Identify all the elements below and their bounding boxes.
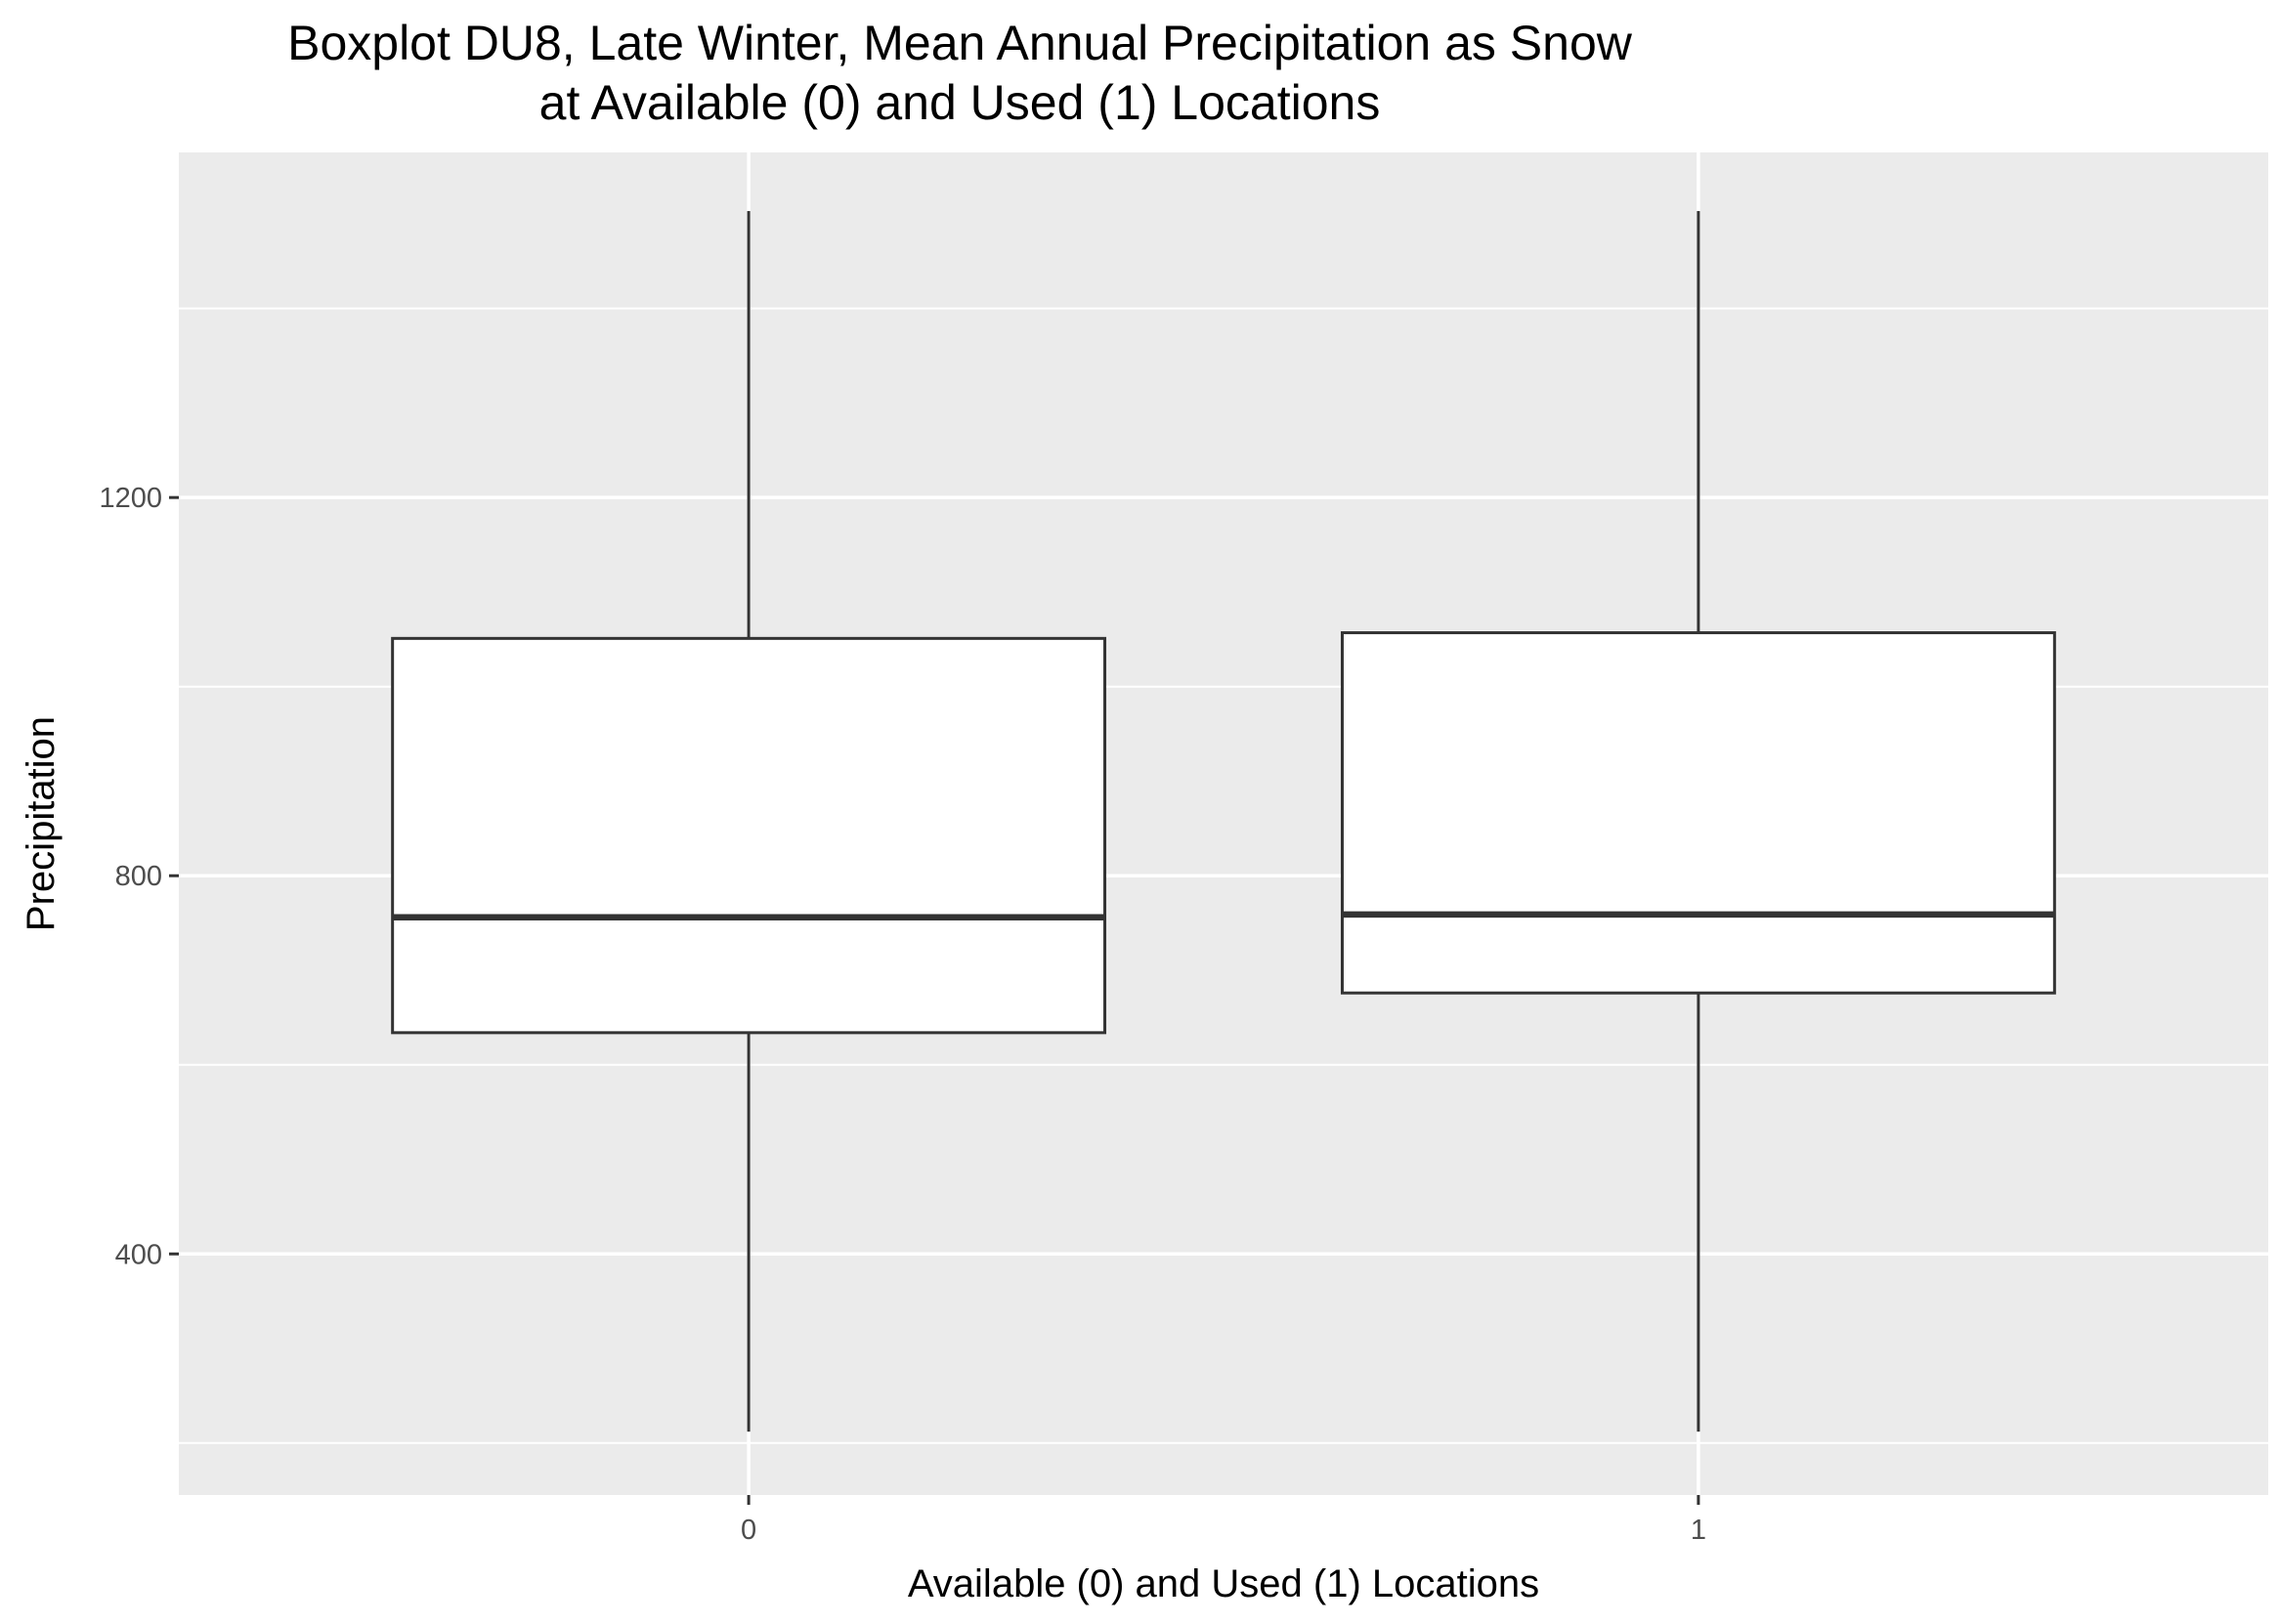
y-tick-label: 1200	[99, 483, 162, 514]
y-axis-label: Precipitation	[20, 716, 63, 931]
x-tick-label: 1	[1691, 1515, 1706, 1546]
y-tick-label: 800	[115, 861, 162, 892]
y-axis: 400 800 1200	[99, 483, 179, 1270]
box-iqr	[391, 636, 1107, 1035]
chart-title: Boxplot DU8, Late Winter, Mean Annual Pr…	[287, 16, 1633, 70]
x-axis-label: Available (0) and Used (1) Locations	[908, 1562, 1539, 1605]
box-iqr	[1340, 631, 2056, 995]
x-tick-label: 0	[741, 1515, 756, 1546]
box-group	[391, 210, 2056, 1432]
y-tick-label: 400	[115, 1239, 162, 1270]
chart-subtitle: at Available (0) and Used (1) Locations	[539, 75, 1381, 130]
